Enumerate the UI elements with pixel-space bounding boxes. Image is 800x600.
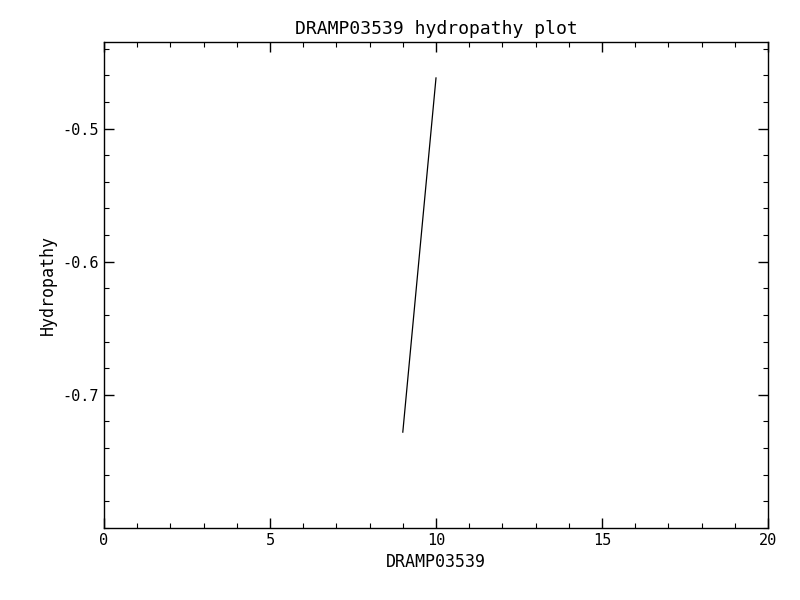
Y-axis label: Hydropathy: Hydropathy (39, 235, 57, 335)
Title: DRAMP03539 hydropathy plot: DRAMP03539 hydropathy plot (294, 20, 578, 38)
X-axis label: DRAMP03539: DRAMP03539 (386, 553, 486, 571)
